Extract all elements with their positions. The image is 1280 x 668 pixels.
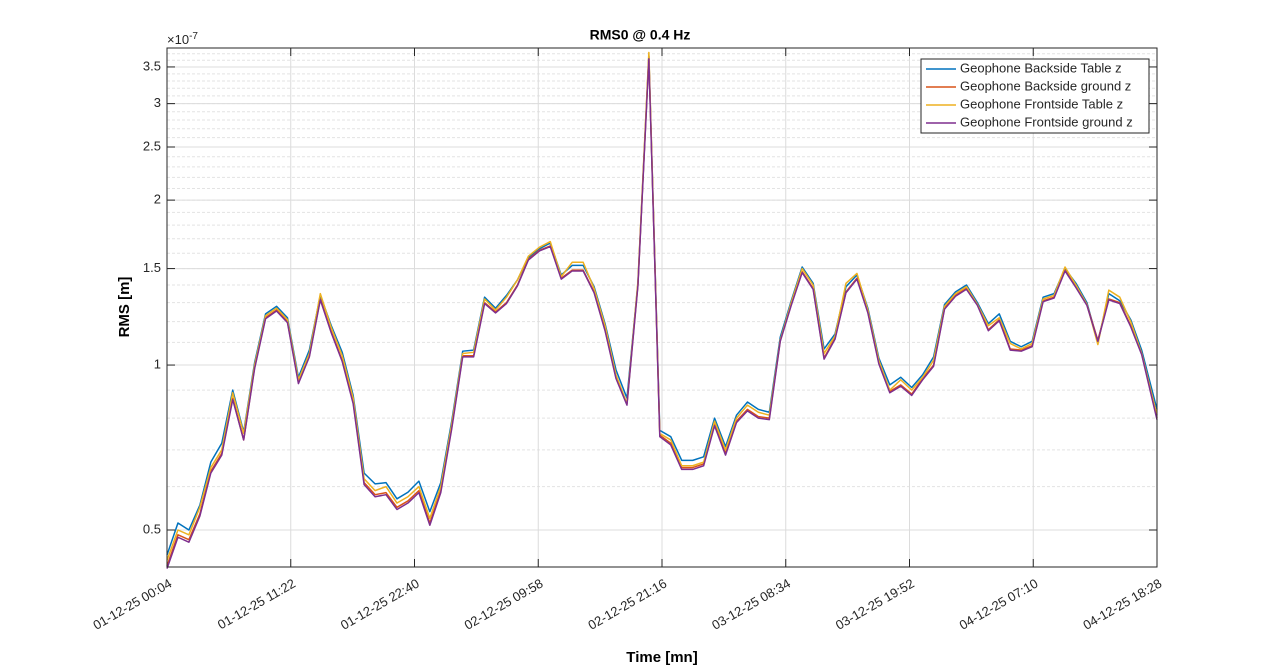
legend-label: Geophone Frontside ground z (960, 114, 1133, 129)
y-multiplier-base: ×10 (167, 32, 189, 47)
legend-label: Geophone Backside ground z (960, 78, 1131, 93)
legend-label: Geophone Backside Table z (960, 60, 1122, 75)
y-tick-label: 2 (154, 192, 161, 207)
chart-title: RMS0 @ 0.4 Hz (590, 27, 691, 43)
x-axis-label: Time [mn] (626, 649, 697, 666)
series-line (166, 58, 1158, 569)
lines (166, 51, 1158, 569)
legend-box (920, 58, 1150, 134)
y-multiplier-exponent: -7 (189, 31, 198, 42)
y-tick-label: 1.5 (143, 260, 161, 275)
y-tick-label: 1 (154, 356, 161, 371)
legend: Geophone Backside Table z Geophone Backsi… (920, 58, 1150, 134)
y-tick-label: 3 (154, 95, 161, 110)
y-axis-label: RMS [m] (116, 277, 133, 338)
y-tick-label: 0.5 (143, 521, 161, 536)
legend-label: Geophone Frontside Table z (960, 96, 1123, 111)
y-multiplier: ×10-7 (167, 31, 198, 48)
y-tick-label: 3.5 (143, 58, 161, 73)
y-tick-label: 2.5 (143, 138, 161, 153)
